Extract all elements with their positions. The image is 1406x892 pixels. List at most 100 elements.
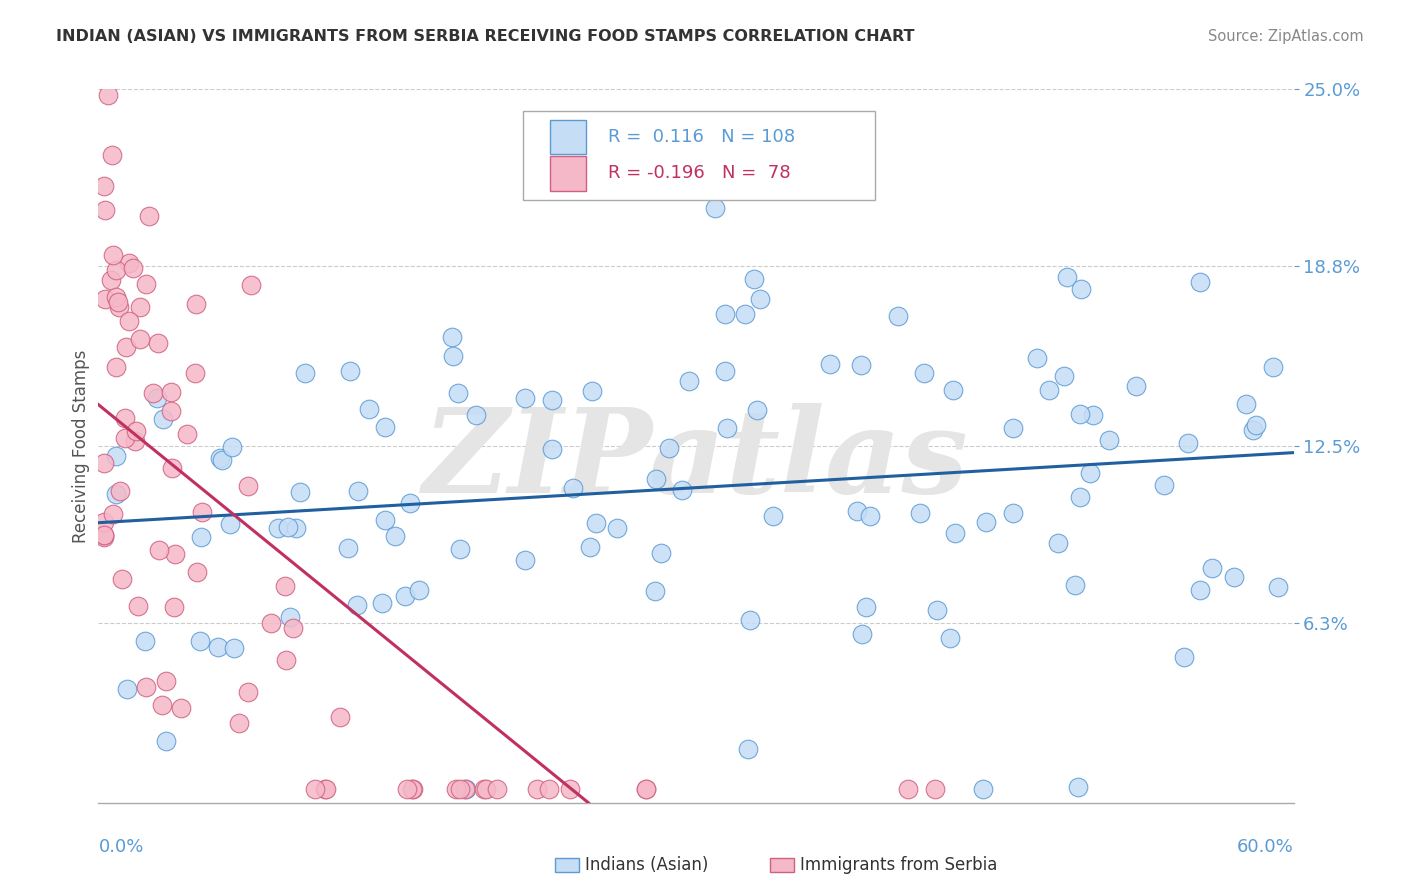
Point	[159, 385, 181, 400]
Point	[444, 781, 467, 796]
Point	[103, 248, 125, 262]
Point	[111, 572, 134, 586]
Point	[943, 526, 966, 541]
Point	[398, 496, 420, 510]
Point	[734, 307, 756, 321]
Point	[274, 579, 297, 593]
Point	[1026, 351, 1049, 365]
Point	[357, 401, 380, 416]
Point	[142, 385, 165, 400]
Point	[219, 516, 242, 531]
Point	[1234, 397, 1257, 411]
Point	[150, 698, 173, 713]
Point	[110, 483, 132, 498]
Point	[939, 632, 962, 646]
Point	[93, 292, 115, 306]
Text: 0.0%: 0.0%	[98, 838, 143, 856]
Point	[713, 307, 735, 321]
Point	[972, 781, 994, 796]
Point	[105, 360, 128, 375]
Point	[285, 521, 308, 535]
Text: ZIPatlas: ZIPatlas	[423, 403, 969, 517]
Point	[541, 442, 564, 456]
Point	[1223, 570, 1246, 584]
Point	[211, 452, 233, 467]
Point	[146, 391, 169, 405]
Point	[472, 781, 495, 796]
Point	[540, 392, 562, 407]
Point	[1267, 580, 1289, 594]
Point	[134, 633, 156, 648]
Point	[115, 681, 138, 696]
Point	[1064, 578, 1087, 592]
Point	[117, 255, 139, 269]
Point	[1081, 408, 1104, 422]
Text: Source: ZipAtlas.com: Source: ZipAtlas.com	[1208, 29, 1364, 44]
Point	[558, 781, 581, 796]
Point	[942, 383, 965, 397]
Point	[912, 366, 935, 380]
Point	[401, 781, 423, 796]
Point	[579, 540, 602, 554]
Point	[634, 781, 657, 796]
Point	[845, 503, 868, 517]
Point	[207, 640, 229, 655]
Point	[371, 596, 394, 610]
Point	[1189, 275, 1212, 289]
Point	[1002, 421, 1025, 435]
Point	[148, 335, 170, 350]
Point	[315, 781, 337, 796]
Point	[93, 515, 115, 529]
Point	[101, 508, 124, 522]
Point	[449, 541, 471, 556]
Point	[160, 404, 183, 418]
Point	[314, 781, 336, 796]
Point	[124, 434, 146, 449]
Point	[1261, 359, 1284, 374]
Point	[1056, 270, 1078, 285]
Point	[183, 367, 205, 381]
Point	[678, 375, 700, 389]
Point	[155, 673, 177, 688]
Point	[449, 781, 471, 796]
Point	[485, 781, 508, 796]
Point	[650, 546, 672, 560]
Point	[384, 528, 406, 542]
Point	[209, 450, 232, 465]
Point	[222, 640, 245, 655]
Point	[747, 403, 769, 417]
Point	[277, 520, 299, 534]
Point	[740, 613, 762, 627]
Point	[1078, 467, 1101, 481]
Point	[1241, 423, 1264, 437]
Point	[186, 565, 208, 579]
Point	[260, 616, 283, 631]
Point	[104, 262, 127, 277]
Point	[240, 277, 263, 292]
Point	[107, 300, 129, 314]
Point	[1053, 369, 1076, 384]
Point	[737, 742, 759, 756]
Point	[148, 543, 170, 558]
Point	[105, 449, 128, 463]
Point	[849, 358, 872, 372]
Point	[402, 781, 425, 796]
Point	[191, 505, 214, 519]
Text: Indians (Asian): Indians (Asian)	[585, 856, 709, 874]
Point	[184, 296, 207, 310]
Point	[1201, 560, 1223, 574]
Point	[742, 272, 765, 286]
Point	[855, 600, 877, 615]
Point	[107, 295, 129, 310]
Point	[346, 598, 368, 612]
Point	[122, 260, 145, 275]
Point	[645, 472, 668, 486]
Point	[105, 487, 128, 501]
Point	[165, 547, 187, 561]
Point	[160, 461, 183, 475]
Point	[135, 277, 157, 292]
Point	[634, 781, 657, 796]
Point	[910, 506, 932, 520]
Point	[228, 715, 250, 730]
Point	[454, 781, 477, 796]
